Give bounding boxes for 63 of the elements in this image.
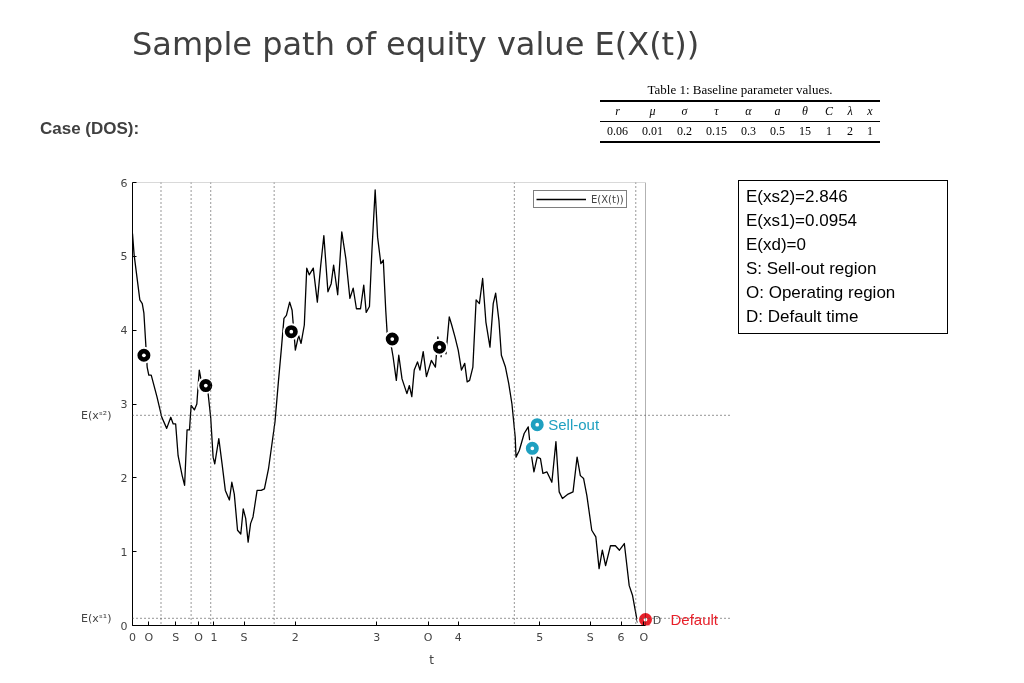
annotation: D xyxy=(652,613,662,627)
y-tick-label: 0 xyxy=(120,619,128,633)
text: 1 xyxy=(825,122,833,140)
y-tick-label: 4 xyxy=(120,324,128,338)
text: E(xs1)=0.0954 xyxy=(746,211,858,230)
text: 1 xyxy=(866,122,874,140)
text: 0.01 xyxy=(641,122,664,140)
x-tick-label: S xyxy=(586,630,594,644)
y-tick-label: 3 xyxy=(120,398,128,411)
annotation: Default xyxy=(670,611,719,629)
text: 0.15 xyxy=(705,122,728,140)
x-tick-label: 4 xyxy=(454,630,462,644)
x-tick-label: 1 xyxy=(210,630,218,644)
text: 0.06 xyxy=(606,122,629,140)
point xyxy=(528,416,546,434)
x-tick-label: 2 xyxy=(291,630,299,644)
point xyxy=(637,611,654,626)
text: 0.2 xyxy=(676,122,693,140)
x-tick-label: 3 xyxy=(373,630,381,644)
point xyxy=(523,439,541,457)
point xyxy=(197,377,215,395)
x-tick-label: S xyxy=(240,630,248,644)
text: 0.3 xyxy=(740,122,757,140)
point xyxy=(282,323,300,341)
chart-title: Sample path of equity value E(X(t)) xyxy=(132,24,700,65)
text: μ xyxy=(648,102,657,120)
text: D: Default time xyxy=(746,307,859,326)
x-tick-label: O xyxy=(194,630,204,644)
point xyxy=(383,330,401,348)
x-tick-label: 5 xyxy=(536,630,544,644)
legend-label: E(X(t)) xyxy=(591,193,624,205)
text: 0.5 xyxy=(769,122,786,140)
y-tick-label: 2 xyxy=(120,471,128,485)
text: E(xs2)=2.846 xyxy=(746,187,848,206)
y-tick-label: 1 xyxy=(120,545,128,559)
text: 2 xyxy=(846,122,854,140)
text: λ xyxy=(846,102,854,120)
x-tick-label: O xyxy=(639,630,649,644)
text: E(xd)=0 xyxy=(746,235,806,254)
text: σ xyxy=(680,102,689,120)
y-tick-label: 6 xyxy=(120,176,128,190)
text: 15 xyxy=(798,122,812,140)
text: S: Sell-out region xyxy=(746,259,877,278)
text: x xyxy=(866,102,874,120)
text: a xyxy=(773,102,782,120)
ref-line-label: E(xˢ²) xyxy=(80,408,112,422)
chart-subtitle: Case (DOS): xyxy=(40,118,140,140)
y-tick-label: 5 xyxy=(120,250,128,264)
ref-line-label: E(xˢ¹) xyxy=(80,611,112,625)
caption: Table 1: Baseline parameter values. xyxy=(646,81,834,99)
point xyxy=(135,346,153,364)
text: θ xyxy=(801,102,809,120)
x-tick-label: 6 xyxy=(617,630,625,644)
text: τ xyxy=(713,102,720,120)
text: O: Operating region xyxy=(746,283,896,302)
annotation: Sell-out xyxy=(548,416,600,434)
x-tick-label: S xyxy=(172,630,180,644)
text: r xyxy=(614,102,621,120)
x-axis-title: t xyxy=(429,652,435,667)
x-tick-label: O xyxy=(423,630,433,644)
text: α xyxy=(744,102,753,120)
x-tick-label: O xyxy=(144,630,154,644)
text: C xyxy=(824,102,834,120)
